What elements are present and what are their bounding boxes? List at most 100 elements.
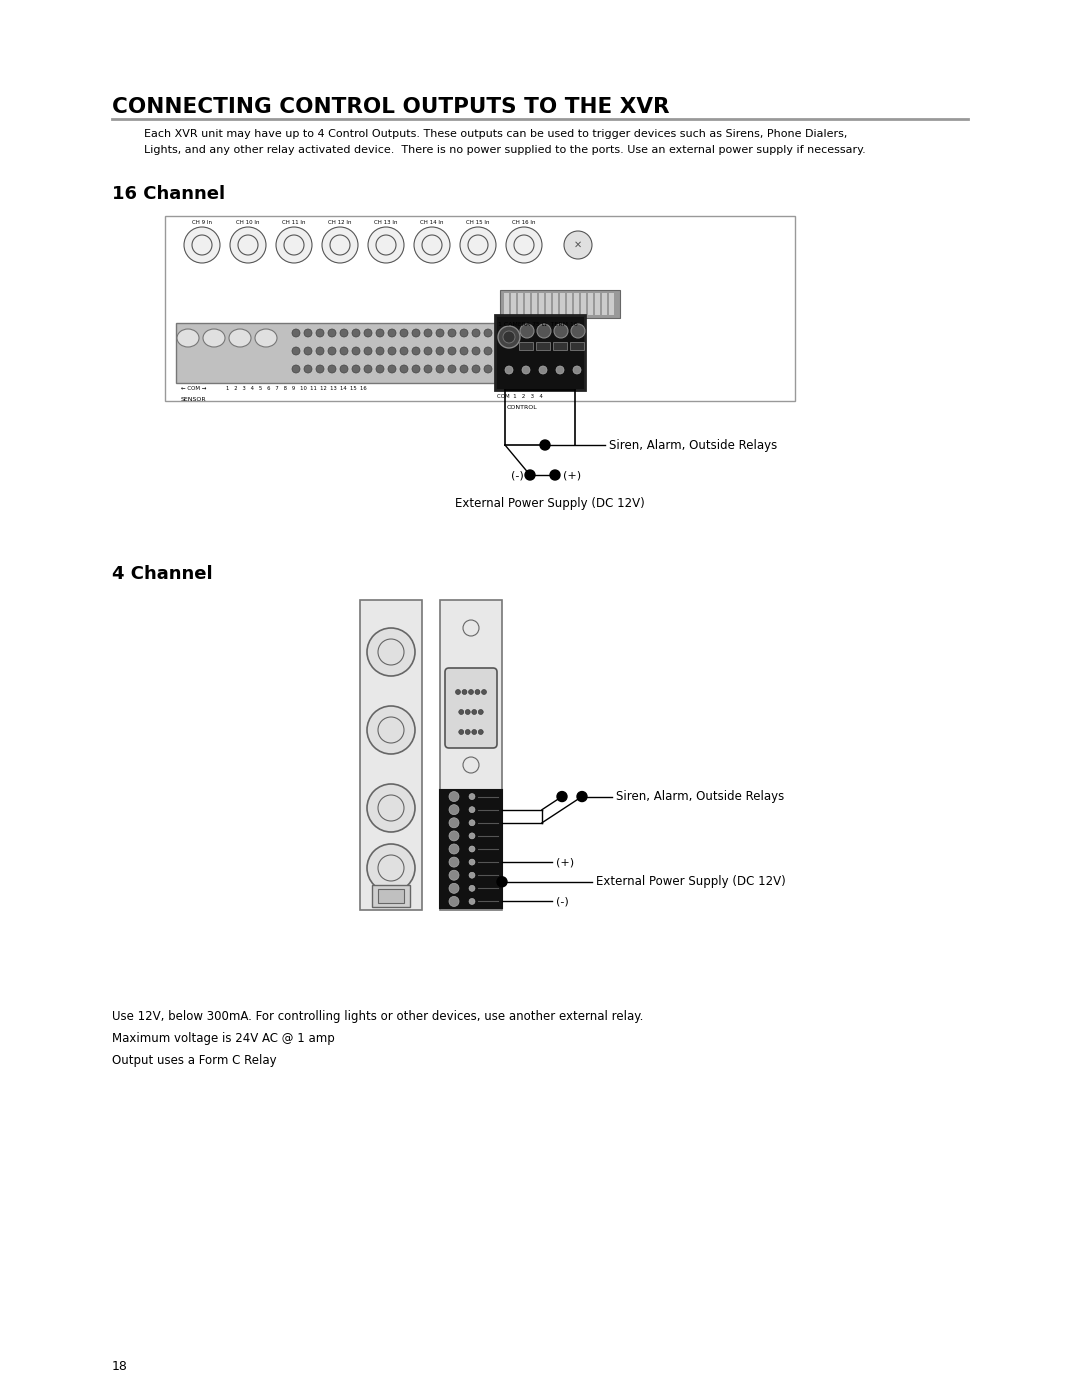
Circle shape — [400, 346, 408, 355]
Bar — [495, 314, 585, 390]
Circle shape — [449, 805, 459, 814]
Text: Each XVR unit may have up to 4 Control Outputs. These outputs can be used to tri: Each XVR unit may have up to 4 Control O… — [144, 129, 848, 138]
Circle shape — [564, 231, 592, 258]
Circle shape — [449, 883, 459, 893]
Circle shape — [292, 365, 300, 373]
Circle shape — [388, 365, 396, 373]
Circle shape — [554, 324, 568, 338]
Text: CH 16 In: CH 16 In — [512, 219, 536, 225]
Circle shape — [482, 690, 486, 694]
Circle shape — [469, 793, 475, 799]
Circle shape — [436, 365, 444, 373]
Circle shape — [400, 365, 408, 373]
Circle shape — [388, 330, 396, 337]
Circle shape — [368, 226, 404, 263]
Text: CH 14 In: CH 14 In — [420, 219, 444, 225]
Circle shape — [469, 847, 475, 852]
Circle shape — [469, 859, 475, 865]
Circle shape — [540, 440, 550, 450]
Circle shape — [459, 710, 463, 714]
Text: ← COM →: ← COM → — [181, 386, 206, 391]
Text: External Power Supply (DC 12V): External Power Supply (DC 12V) — [596, 876, 786, 888]
Text: CH 9 In: CH 9 In — [192, 219, 212, 225]
Text: Siren, Alarm, Outside Relays: Siren, Alarm, Outside Relays — [609, 439, 778, 451]
Circle shape — [400, 330, 408, 337]
Text: 16 Channel: 16 Channel — [112, 184, 225, 203]
Circle shape — [411, 346, 420, 355]
Circle shape — [449, 831, 459, 841]
Text: Siren, Alarm, Outside Relays: Siren, Alarm, Outside Relays — [616, 791, 784, 803]
Text: SENSOR: SENSOR — [181, 397, 206, 402]
Ellipse shape — [255, 330, 276, 346]
Text: CH 13 In: CH 13 In — [375, 219, 397, 225]
Text: CH 12 In: CH 12 In — [328, 219, 352, 225]
Bar — [561, 293, 565, 314]
Text: (+): (+) — [556, 858, 575, 868]
Circle shape — [367, 784, 415, 833]
Bar — [539, 293, 544, 314]
Text: (+): (+) — [563, 469, 581, 481]
Text: Maximum voltage is 24V AC @ 1 amp: Maximum voltage is 24V AC @ 1 amp — [112, 1032, 335, 1045]
Circle shape — [303, 365, 312, 373]
Circle shape — [496, 330, 504, 337]
Bar — [546, 293, 551, 314]
Bar — [165, 217, 795, 401]
Bar — [378, 888, 404, 902]
Circle shape — [507, 226, 542, 263]
Bar — [609, 293, 615, 314]
Circle shape — [367, 629, 415, 676]
Circle shape — [292, 330, 300, 337]
Circle shape — [230, 226, 266, 263]
Circle shape — [460, 346, 468, 355]
Circle shape — [557, 792, 567, 802]
Circle shape — [571, 324, 585, 338]
FancyBboxPatch shape — [445, 668, 497, 747]
Text: CONTROL: CONTROL — [507, 405, 538, 409]
Circle shape — [460, 365, 468, 373]
Text: External Power Supply (DC 12V): External Power Supply (DC 12V) — [455, 497, 645, 510]
Circle shape — [376, 330, 384, 337]
Circle shape — [292, 346, 300, 355]
Circle shape — [472, 365, 480, 373]
Circle shape — [449, 844, 459, 854]
Circle shape — [496, 365, 504, 373]
Circle shape — [505, 366, 513, 374]
Circle shape — [424, 346, 432, 355]
Circle shape — [539, 366, 546, 374]
Circle shape — [303, 330, 312, 337]
Circle shape — [478, 710, 483, 714]
Circle shape — [316, 346, 324, 355]
Bar — [519, 342, 534, 351]
Circle shape — [469, 833, 475, 838]
Bar — [511, 293, 516, 314]
Circle shape — [465, 710, 470, 714]
Circle shape — [449, 817, 459, 828]
Text: Output uses a Form C Relay: Output uses a Form C Relay — [112, 1053, 276, 1067]
Circle shape — [472, 346, 480, 355]
Bar — [518, 293, 523, 314]
Circle shape — [424, 365, 432, 373]
Circle shape — [448, 365, 456, 373]
Text: 18: 18 — [112, 1361, 127, 1373]
Circle shape — [469, 872, 475, 879]
Circle shape — [469, 820, 475, 826]
Text: 4 Channel: 4 Channel — [112, 564, 213, 583]
Bar — [602, 293, 607, 314]
Circle shape — [469, 898, 475, 904]
Bar — [532, 293, 537, 314]
Circle shape — [484, 365, 492, 373]
Text: CH 10 In: CH 10 In — [237, 219, 260, 225]
Bar — [440, 599, 502, 909]
Circle shape — [367, 844, 415, 893]
Circle shape — [340, 330, 348, 337]
Bar — [570, 342, 584, 351]
Ellipse shape — [229, 330, 251, 346]
Circle shape — [484, 330, 492, 337]
Circle shape — [388, 346, 396, 355]
Circle shape — [322, 226, 357, 263]
Circle shape — [436, 330, 444, 337]
Circle shape — [460, 226, 496, 263]
Bar — [553, 342, 567, 351]
Bar — [525, 293, 530, 314]
Circle shape — [498, 326, 519, 348]
